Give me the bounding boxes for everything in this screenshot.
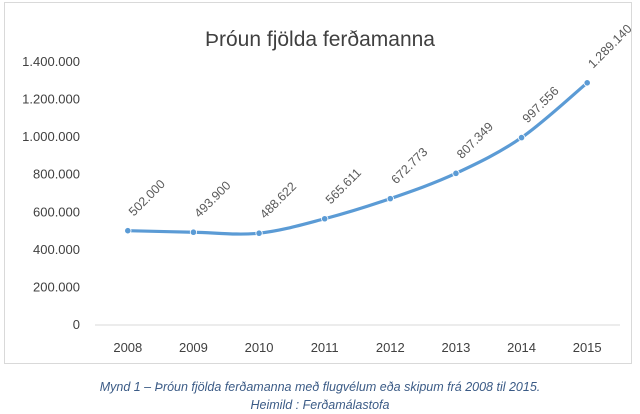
data-label: 488.622 <box>257 179 299 221</box>
data-label: 565.611 <box>323 166 364 207</box>
data-point <box>189 228 198 236</box>
data-point <box>255 229 263 237</box>
data-point <box>583 79 591 87</box>
y-tick-label: 800.000 <box>33 167 80 182</box>
x-axis: 2008 2009 2010 2011 2012 2013 2014 2015 <box>95 324 620 355</box>
chart-frame <box>4 2 632 364</box>
y-axis: 0 200.000 400.000 600.000 800.000 1.000.000 1.… <box>22 54 80 332</box>
x-tick-label: 2012 <box>376 340 405 355</box>
y-tick-label: 600.000 <box>33 204 80 219</box>
x-tick-label: 2010 <box>245 340 274 355</box>
data-label: 997.556 <box>520 84 562 126</box>
data-label: 672.773 <box>389 145 431 187</box>
y-tick-label: 1.200.000 <box>22 92 80 107</box>
x-tick-label: 2011 <box>311 340 339 355</box>
y-tick-label: 1.000.000 <box>22 129 80 144</box>
chart: Þróun fjölda ferðamanna 0 200.000 400.000 6… <box>22 22 635 355</box>
chart-title: Þróun fjölda ferðamanna <box>205 28 435 51</box>
y-tick-label: 400.000 <box>33 242 80 257</box>
y-tick-label: 1.400.000 <box>22 54 80 69</box>
x-tick-label: 2008 <box>113 340 142 355</box>
figure-source: Heimild : Ferðamálastofa <box>250 398 390 412</box>
y-tick-label: 200.000 <box>33 279 80 294</box>
data-point <box>321 215 329 223</box>
data-point <box>517 134 526 142</box>
x-tick-label: 2015 <box>573 340 602 355</box>
data-label: 1.289.140 <box>585 22 634 71</box>
data-point <box>124 227 132 235</box>
data-point <box>386 195 394 203</box>
x-tick-label: 2009 <box>179 340 208 355</box>
data-point <box>452 169 460 177</box>
data-label: 502.000 <box>126 177 168 219</box>
x-tick-label: 2014 <box>507 340 536 355</box>
data-label: 493.900 <box>192 178 234 220</box>
data-series: 502.000 493.900 488.622 565.611 672.773807.3… <box>124 22 635 237</box>
figure-caption: Mynd 1 – Þróun fjölda ferðamanna með flu… <box>99 380 541 394</box>
x-tick-label: 2013 <box>441 340 470 355</box>
y-tick-label: 0 <box>73 317 80 332</box>
